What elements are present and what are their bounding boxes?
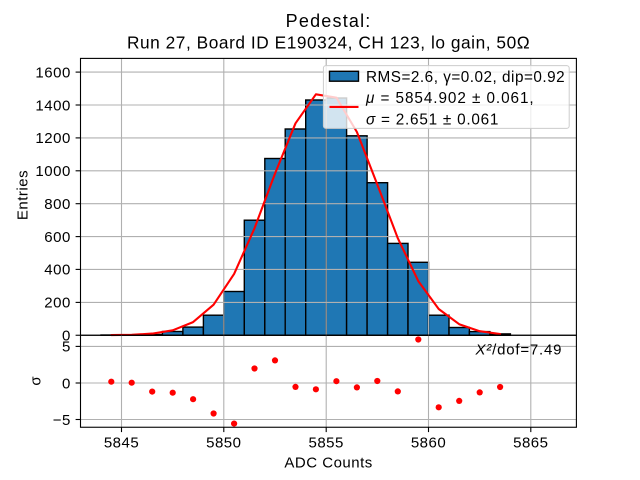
svg-text:0: 0: [62, 375, 71, 392]
svg-text:5855: 5855: [309, 435, 344, 452]
svg-text:σ: σ: [27, 376, 44, 386]
svg-text:1000: 1000: [35, 163, 70, 180]
svg-text:200: 200: [44, 295, 71, 312]
svg-text:X²/dof=7.49: X²/dof=7.49: [475, 342, 563, 359]
svg-text:600: 600: [44, 229, 71, 246]
svg-text:5: 5: [62, 339, 71, 356]
svg-text:1600: 1600: [35, 64, 70, 81]
svg-text:5865: 5865: [513, 435, 548, 452]
svg-text:ADC Counts: ADC Counts: [284, 455, 372, 472]
svg-text:RMS=2.6, γ=0.02, dip=0.92: RMS=2.6, γ=0.02, dip=0.92: [366, 69, 565, 86]
svg-text:1400: 1400: [35, 97, 70, 114]
svg-text:Entries: Entries: [15, 170, 32, 220]
svg-text:0: 0: [62, 328, 71, 345]
svg-text:5845: 5845: [104, 435, 139, 452]
svg-text:5860: 5860: [411, 435, 446, 452]
svg-text:−5: −5: [53, 412, 71, 429]
svg-text:Run 27, Board ID E190324, CH 1: Run 27, Board ID E190324, CH 123, lo gai…: [127, 32, 530, 52]
svg-text:5850: 5850: [206, 435, 241, 452]
svg-text:1200: 1200: [35, 130, 70, 147]
svg-text:μ = 5854.902 ± 0.061,: μ = 5854.902 ± 0.061,: [365, 90, 535, 107]
svg-text:σ = 2.651 ± 0.061: σ = 2.651 ± 0.061: [366, 112, 499, 129]
svg-text:800: 800: [44, 196, 71, 213]
svg-text:Pedestal:: Pedestal:: [286, 11, 372, 31]
svg-text:400: 400: [44, 262, 71, 279]
